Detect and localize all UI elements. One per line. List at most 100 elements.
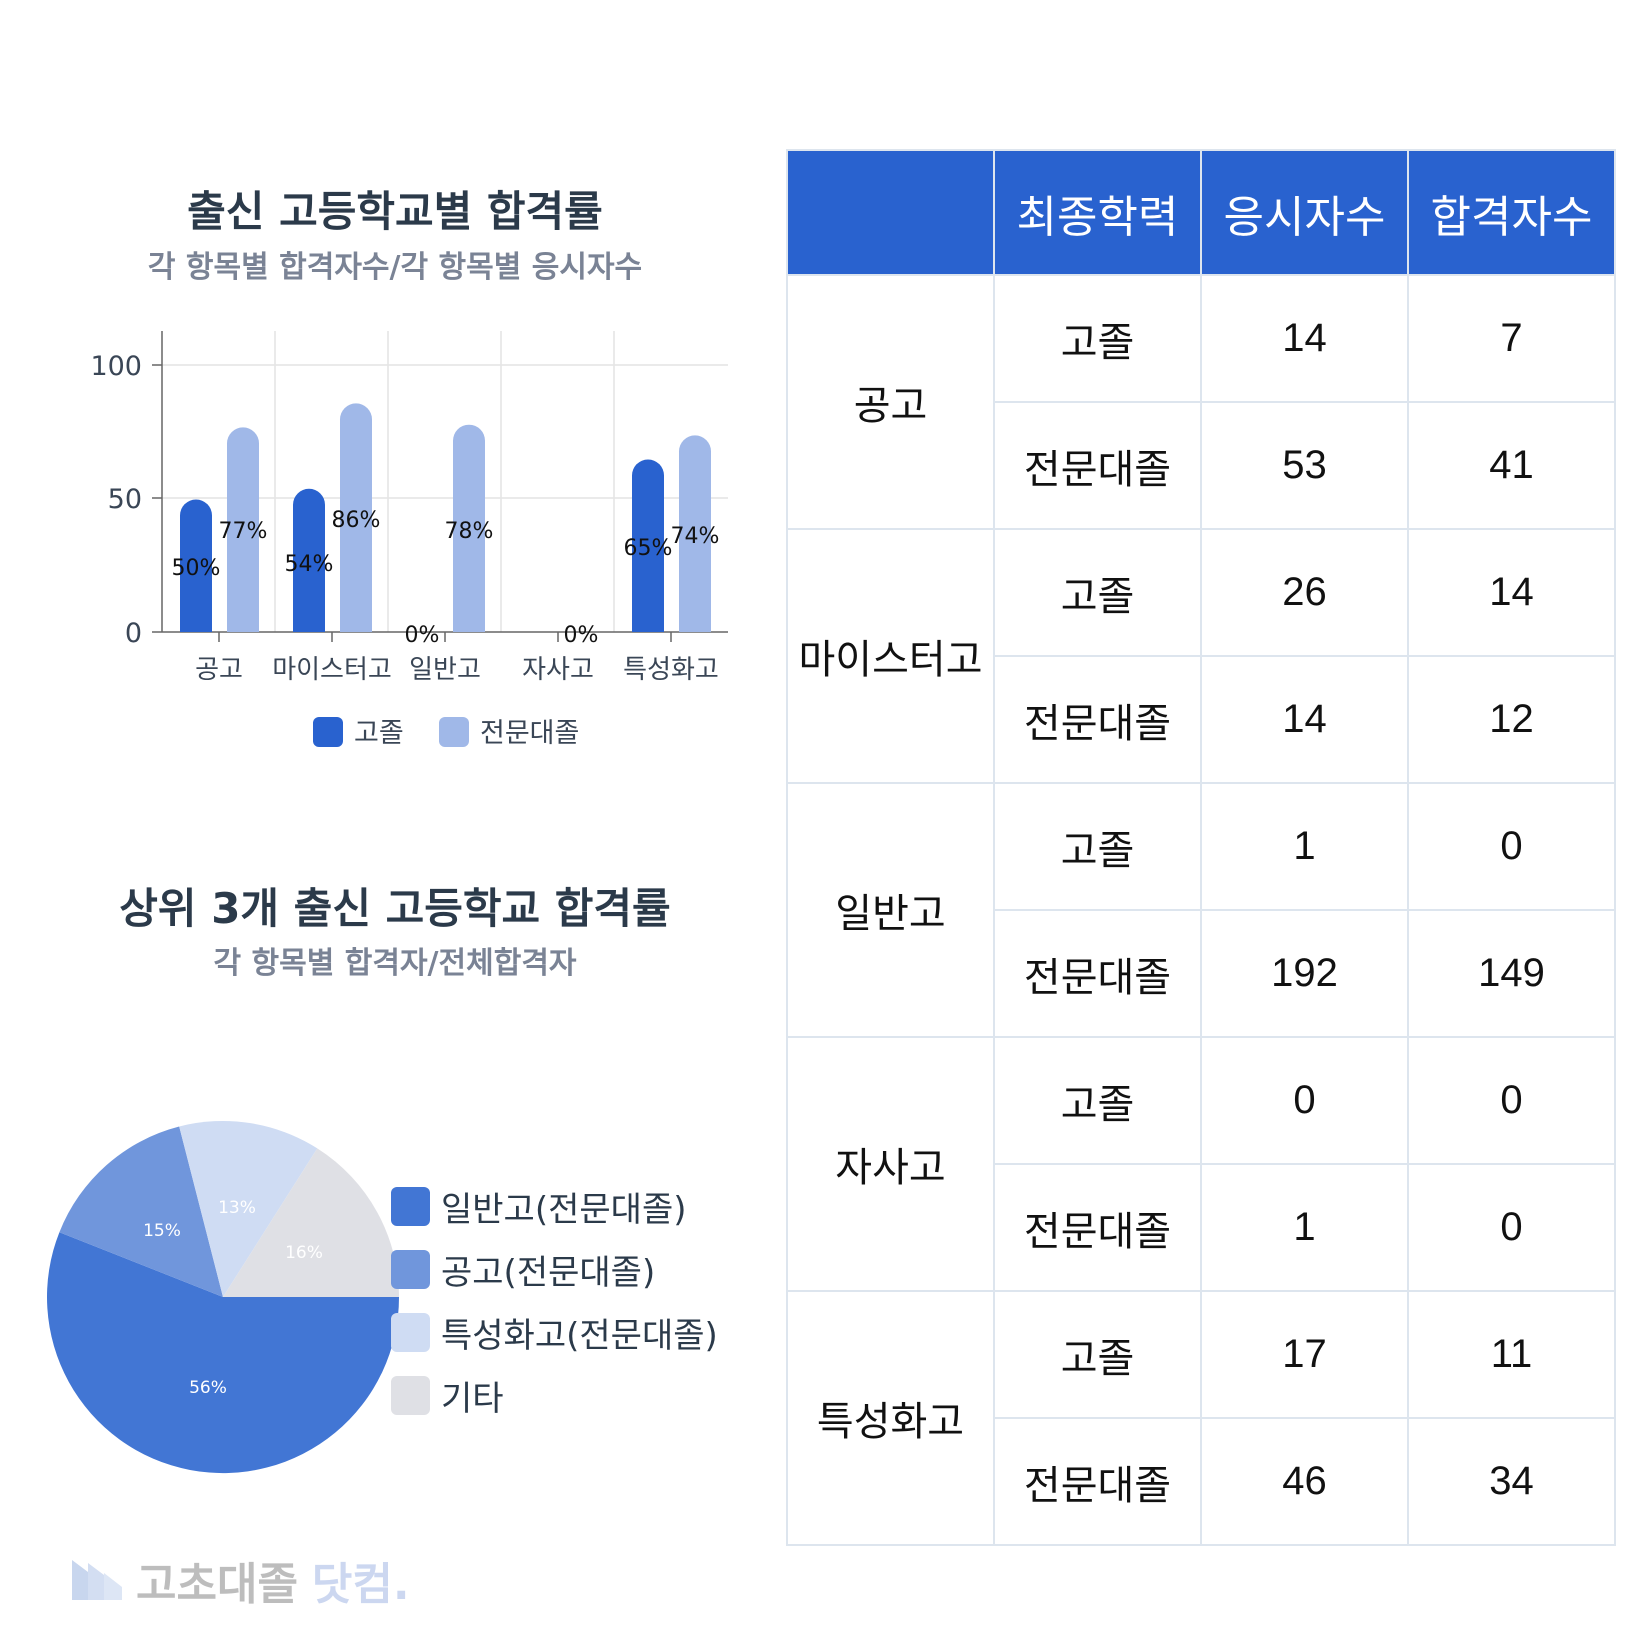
pie-legend-item[interactable]: 특성화고(전문대졸): [391, 1308, 718, 1357]
applicants-cell: 14: [1200, 655, 1409, 784]
table-row: 전문대졸 53 41: [787, 401, 1616, 530]
applicants-cell: 1: [1200, 1163, 1409, 1292]
y-tick-0: 0: [125, 618, 142, 649]
edu-cell: 전문대졸: [993, 655, 1202, 784]
pie-slice-technical[interactable]: [59, 1126, 224, 1298]
edu-cell: 전문대졸: [993, 1417, 1202, 1546]
group-cell: 마이스터고: [786, 528, 995, 784]
legend-label: 공고(전문대졸): [441, 1253, 656, 1293]
bar[interactable]: [340, 403, 372, 632]
group-cell: 일반고: [786, 782, 995, 1038]
pie-label: 16%: [285, 1243, 323, 1263]
edu-cell: 전문대졸: [993, 1163, 1202, 1292]
results-table: 최종학력 응시자수 합격자수 공고 고졸 14 7 전문대졸 53 41 마이스…: [786, 149, 1616, 1546]
pie-label: 15%: [143, 1221, 181, 1241]
data-label: 86%: [332, 508, 381, 533]
group-cell: 자사고: [786, 1036, 995, 1292]
edu-cell: 고졸: [993, 1290, 1202, 1419]
x-label-gonggo: 공고: [195, 655, 243, 685]
passed-cell: 12: [1407, 655, 1616, 784]
legend-swatch: [391, 1187, 430, 1226]
bar[interactable]: [632, 459, 664, 633]
applicants-cell: 26: [1200, 528, 1409, 657]
x-label-specialized: 특성화고: [623, 655, 719, 685]
pie-slice-other[interactable]: [223, 1148, 399, 1297]
legend-label: 기타: [441, 1379, 504, 1419]
bar[interactable]: [293, 488, 325, 632]
applicants-cell: 192: [1200, 909, 1409, 1038]
bar[interactable]: [180, 499, 212, 633]
pie-chart: 56% 15% 13% 16%: [47, 1120, 400, 1474]
edu-cell: 고졸: [993, 528, 1202, 657]
passed-cell: 0: [1407, 1163, 1616, 1292]
bar-legend: 고졸 전문대졸: [313, 717, 579, 749]
x-label-private: 자사고: [522, 655, 594, 685]
header-applicants: 응시자수: [1200, 149, 1409, 276]
legend-swatch-college: [439, 717, 469, 747]
y-tick-100: 100: [90, 351, 142, 382]
legend-label-college[interactable]: 전문대졸: [480, 718, 579, 749]
table-row: 특성화고 고졸 17 11: [786, 1290, 1616, 1546]
applicants-cell: 17: [1200, 1290, 1409, 1419]
data-label: 0%: [405, 623, 440, 648]
x-label-general: 일반고: [409, 655, 481, 685]
header-passed: 합격자수: [1407, 149, 1616, 276]
data-label: 74%: [671, 524, 720, 549]
data-label: 78%: [445, 519, 494, 544]
edu-cell: 전문대졸: [993, 401, 1202, 530]
table-row: 공고 고졸 14 7: [786, 274, 1616, 530]
legend-label-high[interactable]: 고졸: [354, 718, 404, 749]
data-label: 65%: [624, 536, 673, 561]
pie-slice-specialized[interactable]: [179, 1120, 318, 1297]
legend-swatch: [391, 1376, 430, 1415]
legend-label: 특성화고(전문대졸): [441, 1316, 718, 1356]
header-school-type: [786, 149, 995, 276]
bar[interactable]: [227, 427, 259, 632]
series-college: [227, 403, 711, 632]
site-logo[interactable]: 고초대졸 닷컴.: [72, 1548, 410, 1612]
logo-text: 고초대졸: [136, 1559, 298, 1610]
passed-cell: 34: [1407, 1417, 1616, 1546]
data-label: 54%: [285, 552, 334, 577]
legend-swatch: [391, 1250, 430, 1289]
series-high-school: [180, 459, 664, 633]
applicants-cell: 53: [1200, 401, 1409, 530]
passed-cell: 41: [1407, 401, 1616, 530]
applicants-cell: 14: [1200, 274, 1409, 403]
table-row: 전문대졸 1 0: [787, 1163, 1616, 1292]
pie-label: 13%: [218, 1198, 256, 1218]
table-row: 마이스터고 고졸 26 14: [786, 528, 1616, 784]
logo-text-accent: 닷컴.: [311, 1559, 410, 1610]
pie-legend-item[interactable]: 기타: [391, 1371, 504, 1420]
table-header-row: 최종학력 응시자수 합격자수: [786, 149, 1616, 276]
table-row: 전문대졸 14 12: [787, 655, 1616, 784]
legend-swatch: [391, 1313, 430, 1352]
pie-legend-item[interactable]: 일반고(전문대졸): [391, 1182, 687, 1231]
applicants-cell: 1: [1200, 782, 1409, 911]
pie-chart-title: 상위 3개 출신 고등학교 합격률: [119, 884, 671, 933]
data-label: 50%: [172, 556, 221, 581]
group-cell: 공고: [786, 274, 995, 530]
bar-chart-subtitle: 각 항목별 합격자수/각 항목별 응시자수: [147, 250, 643, 285]
pie-slice-general[interactable]: [47, 1232, 400, 1474]
passed-cell: 14: [1407, 528, 1616, 657]
applicants-cell: 46: [1200, 1417, 1409, 1546]
table-row: 전문대졸 192 149: [787, 909, 1616, 1038]
passed-cell: 0: [1407, 1036, 1616, 1165]
table-row: 자사고 고졸 0 0: [786, 1036, 1616, 1292]
table-row: 전문대졸 46 34: [787, 1417, 1616, 1546]
passed-cell: 149: [1407, 909, 1616, 1038]
factory-icon: [72, 1560, 122, 1600]
legend-label: 일반고(전문대졸): [441, 1190, 687, 1230]
y-tick-50: 50: [108, 484, 142, 515]
data-label: 0%: [564, 623, 599, 648]
passed-cell: 0: [1407, 782, 1616, 911]
pie-label: 56%: [189, 1378, 227, 1398]
legend-swatch-high: [313, 717, 343, 747]
bar[interactable]: [453, 424, 485, 632]
passed-cell: 11: [1407, 1290, 1616, 1419]
bar[interactable]: [679, 435, 711, 632]
pie-legend-item[interactable]: 공고(전문대졸): [391, 1245, 655, 1294]
header-education: 최종학력: [993, 149, 1202, 276]
edu-cell: 고졸: [993, 274, 1202, 403]
